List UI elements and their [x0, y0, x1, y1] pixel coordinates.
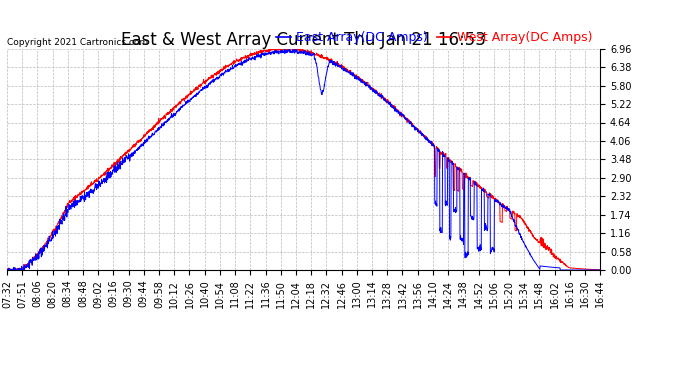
Text: Copyright 2021 Cartronics.com: Copyright 2021 Cartronics.com — [7, 38, 148, 46]
Title: East & West Array Current Thu Jan 21 16:53: East & West Array Current Thu Jan 21 16:… — [121, 31, 486, 49]
Legend: East Array(DC Amps), West Array(DC Amps): East Array(DC Amps), West Array(DC Amps) — [270, 26, 598, 49]
